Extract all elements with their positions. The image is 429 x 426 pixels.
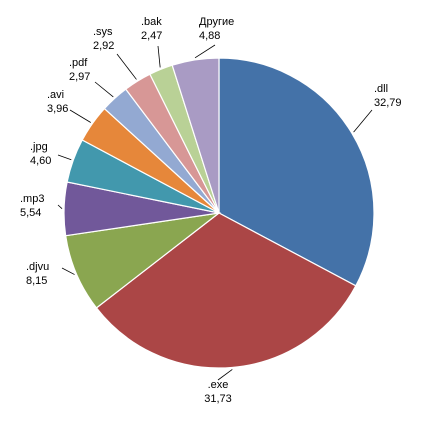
data-label: .djvu 8,15 bbox=[26, 261, 49, 287]
data-label: Другие 4,88 bbox=[199, 16, 234, 42]
data-label-value: 32,79 bbox=[374, 97, 402, 109]
data-label-value: 3,96 bbox=[47, 103, 68, 115]
data-label: .bak 2,47 bbox=[141, 16, 162, 42]
data-label-category: .jpg bbox=[30, 141, 48, 153]
data-label-category: .djvu bbox=[26, 261, 49, 273]
leader-line bbox=[353, 109, 373, 133]
leader-line bbox=[157, 45, 161, 68]
data-label: .dll 32,79 bbox=[374, 83, 402, 109]
data-label-value: 2,97 bbox=[69, 71, 90, 83]
leader-line bbox=[217, 369, 233, 381]
pie-slice-dll bbox=[218, 57, 375, 287]
data-label-category: .avi bbox=[47, 89, 64, 101]
leader-line bbox=[116, 53, 137, 80]
leader-line bbox=[194, 44, 216, 59]
data-label-category: Другие bbox=[199, 16, 234, 28]
leader-line bbox=[69, 109, 91, 123]
data-label-value: 5,54 bbox=[20, 207, 41, 219]
data-label: .pdf 2,97 bbox=[69, 57, 90, 83]
data-label-value: 31,73 bbox=[204, 393, 232, 405]
pie-slices bbox=[63, 57, 375, 369]
data-label: .avi 3,96 bbox=[47, 89, 68, 115]
data-label-value: 4,60 bbox=[30, 155, 51, 167]
data-label-category: .dll bbox=[374, 83, 388, 95]
data-label-category: .exe bbox=[208, 379, 229, 391]
leader-line bbox=[57, 204, 63, 210]
leader-line bbox=[61, 267, 75, 275]
pie-slice-exe bbox=[95, 212, 357, 369]
data-label: .mp3 5,54 bbox=[20, 193, 44, 219]
data-label-value: 2,47 bbox=[141, 30, 162, 42]
pie-slice-Другие bbox=[171, 57, 220, 214]
leader-line bbox=[57, 154, 72, 161]
data-label: .exe 31,73 bbox=[204, 379, 232, 405]
data-label-category: .sys bbox=[93, 26, 113, 38]
leader-line bbox=[94, 81, 114, 98]
data-labels: .dll 32,79 .exe 31,73 .djvu 8,15 .mp3 5,54 .jpg 4… bbox=[20, 16, 402, 405]
data-label-category: .mp3 bbox=[20, 193, 44, 205]
data-label: .jpg 4,60 bbox=[30, 141, 51, 167]
data-label-category: .bak bbox=[141, 16, 162, 28]
data-label: .sys 2,92 bbox=[93, 26, 114, 52]
data-label-value: 2,92 bbox=[93, 40, 114, 52]
data-label-value: 8,15 bbox=[26, 275, 47, 287]
data-label-value: 4,88 bbox=[199, 30, 220, 42]
leader-lines bbox=[57, 44, 373, 381]
data-label-category: .pdf bbox=[69, 57, 88, 69]
